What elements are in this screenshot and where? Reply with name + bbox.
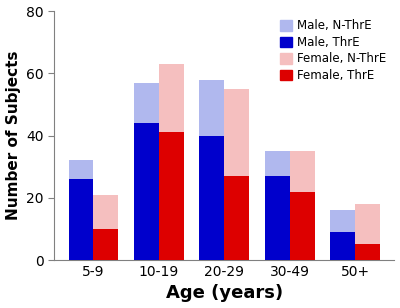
Bar bbox=[330, 232, 355, 260]
Bar bbox=[265, 151, 290, 176]
Bar bbox=[68, 179, 94, 260]
Bar bbox=[265, 176, 290, 260]
Bar bbox=[134, 83, 159, 123]
Bar bbox=[200, 79, 224, 136]
Bar bbox=[134, 123, 159, 260]
Y-axis label: Number of Subjects: Number of Subjects bbox=[6, 51, 20, 220]
Bar bbox=[290, 151, 315, 192]
Bar bbox=[68, 160, 94, 179]
Bar bbox=[290, 192, 315, 260]
Bar bbox=[94, 229, 118, 260]
Bar bbox=[355, 204, 380, 245]
Bar bbox=[200, 136, 224, 260]
Bar bbox=[159, 64, 184, 132]
Bar bbox=[94, 195, 118, 229]
Bar bbox=[224, 89, 249, 176]
Legend: Male, N-ThrE, Male, ThrE, Female, N-ThrE, Female, ThrE: Male, N-ThrE, Male, ThrE, Female, N-ThrE… bbox=[278, 17, 388, 84]
Bar bbox=[159, 132, 184, 260]
Bar bbox=[330, 210, 355, 232]
Bar bbox=[224, 176, 249, 260]
Bar bbox=[355, 245, 380, 260]
X-axis label: Age (years): Age (years) bbox=[166, 285, 283, 302]
